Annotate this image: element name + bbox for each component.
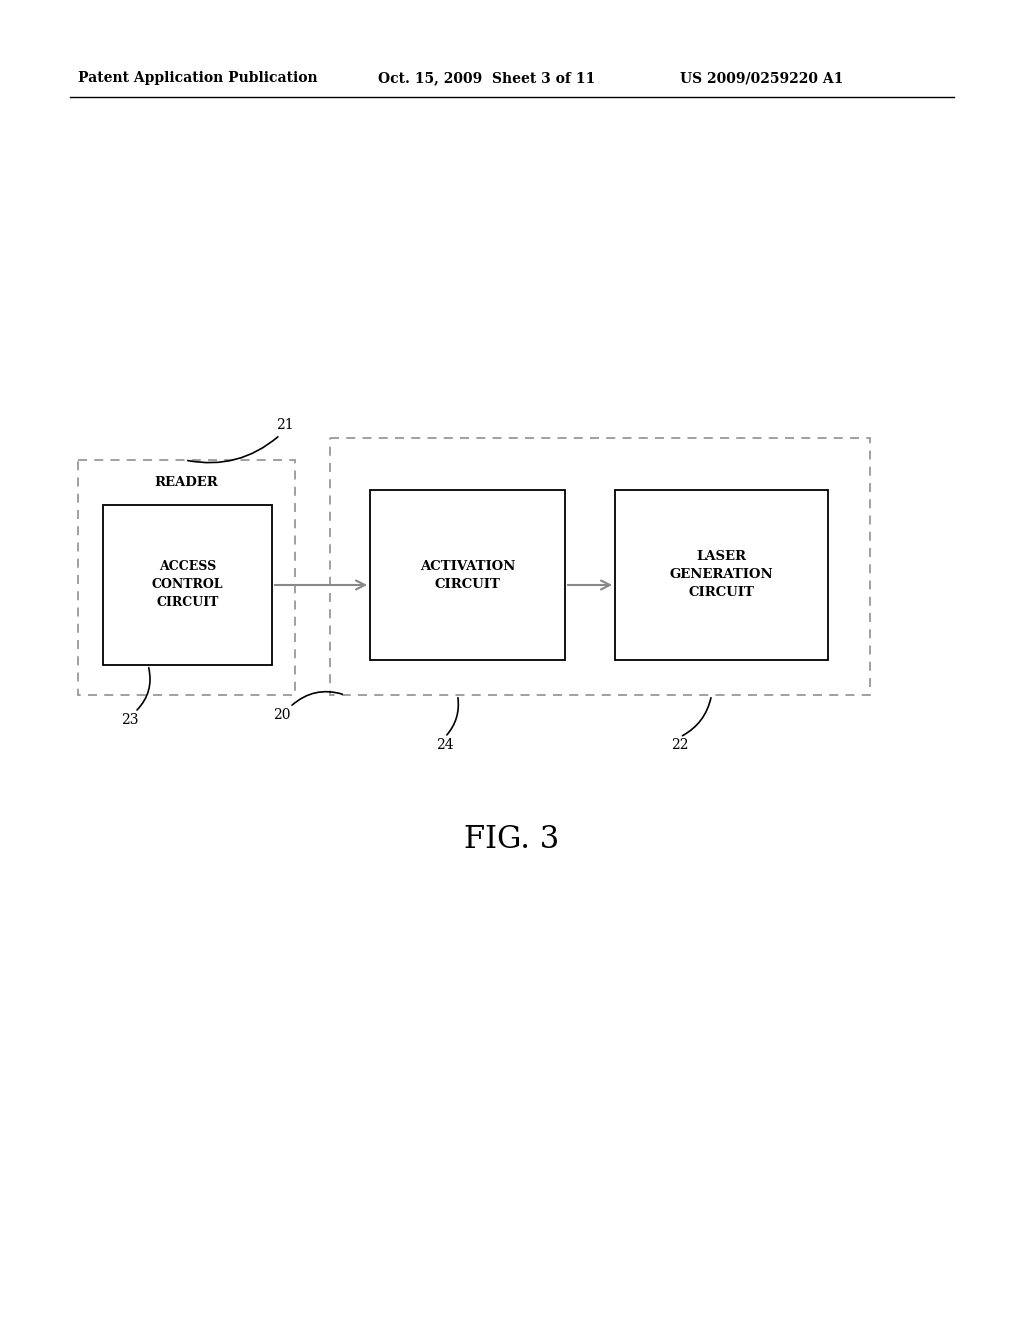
Bar: [78, 459, 295, 696]
Text: Patent Application Publication: Patent Application Publication: [78, 71, 317, 84]
Text: Oct. 15, 2009  Sheet 3 of 11: Oct. 15, 2009 Sheet 3 of 11: [378, 71, 595, 84]
Text: 22: 22: [672, 738, 689, 752]
Text: READER: READER: [155, 475, 218, 488]
Bar: [370, 490, 565, 660]
Text: 23: 23: [121, 713, 138, 727]
Text: 21: 21: [276, 418, 294, 432]
Text: FIG. 3: FIG. 3: [464, 825, 560, 855]
Text: ACTIVATION
CIRCUIT: ACTIVATION CIRCUIT: [420, 560, 515, 590]
Text: LASER
GENERATION
CIRCUIT: LASER GENERATION CIRCUIT: [670, 550, 773, 599]
Bar: [615, 490, 828, 660]
Text: US 2009/0259220 A1: US 2009/0259220 A1: [680, 71, 844, 84]
Text: 20: 20: [273, 708, 291, 722]
Bar: [103, 506, 272, 665]
Bar: [330, 438, 870, 696]
Text: 24: 24: [436, 738, 454, 752]
Text: ACCESS
CONTROL
CIRCUIT: ACCESS CONTROL CIRCUIT: [152, 561, 223, 610]
